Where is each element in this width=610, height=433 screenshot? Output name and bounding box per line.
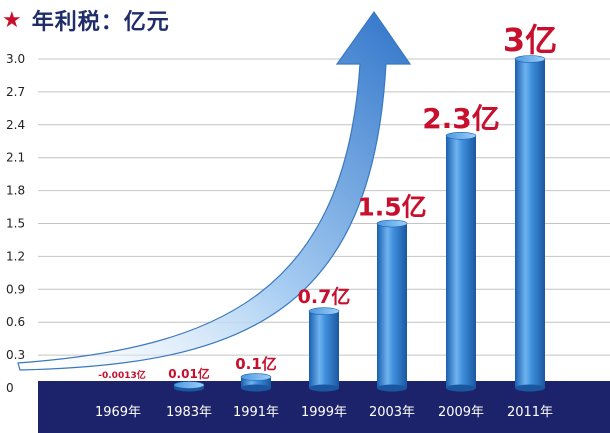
y-tick-label: 0	[6, 381, 14, 395]
y-tick-label: 2.4	[6, 118, 25, 132]
star-icon: ★	[2, 7, 22, 33]
bar	[514, 55, 546, 392]
value-label: 0.7亿	[298, 285, 351, 308]
value-label: 0.01亿	[168, 366, 210, 381]
bar	[445, 131, 477, 392]
value-label: 0.1亿	[235, 355, 277, 373]
chart-title-area: ★ 年利税：亿元	[0, 0, 170, 40]
value-label: 1.5亿	[357, 193, 426, 222]
y-tick-label: 0.9	[6, 282, 25, 296]
value-label: 3亿	[503, 21, 557, 59]
chart-title: 年利税：亿元	[31, 10, 170, 35]
y-tick-label: 3.0	[6, 52, 25, 66]
x-tick-label: 1999年	[301, 405, 347, 420]
y-tick-label: 1.8	[6, 184, 25, 198]
x-tick-label: 1991年	[233, 405, 279, 420]
value-label: 2.3亿	[422, 102, 500, 135]
y-tick-label: 0.3	[6, 348, 25, 362]
x-tick-label: 2011年	[507, 405, 553, 420]
x-tick-label: 2009年	[438, 405, 484, 420]
x-tick-label: 2003年	[369, 405, 415, 420]
bar	[308, 307, 340, 392]
y-tick-label: 2.7	[6, 85, 25, 99]
bar	[240, 373, 272, 392]
bar	[376, 219, 408, 392]
y-tick-label: 1.5	[6, 217, 25, 231]
x-tick-label: 1969年	[95, 405, 141, 420]
x-tick-label: 1983年	[166, 405, 212, 420]
y-tick-label: 1.2	[6, 249, 25, 263]
value-label: -0.0013亿	[98, 369, 145, 381]
upward-arrow	[17, 10, 412, 371]
bar	[173, 381, 205, 392]
y-tick-label: 2.1	[6, 151, 25, 165]
y-tick-label: 0.6	[6, 315, 25, 329]
